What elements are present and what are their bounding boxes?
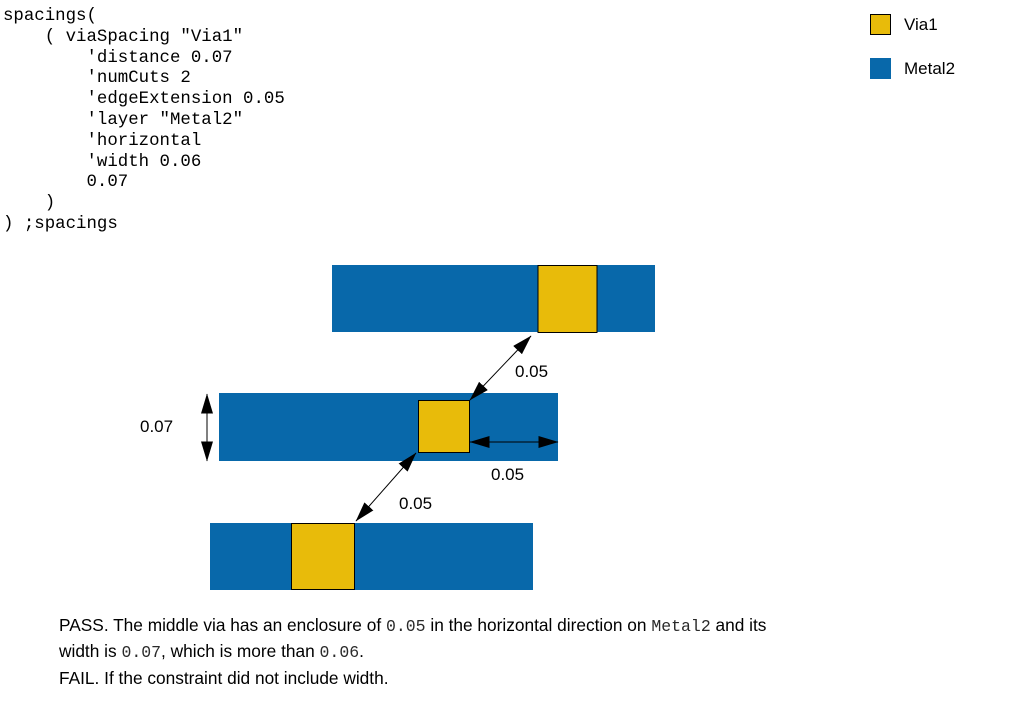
caption-code: Metal2 <box>651 617 711 636</box>
legend-item-via1: Via1 <box>870 14 938 35</box>
via1-cut-bottom <box>291 523 355 590</box>
spacing-label-top: 0.05 <box>515 362 548 381</box>
code-block: spacings( ( viaSpacing "Via1" 'distance … <box>3 7 285 236</box>
caption-text: . <box>359 641 364 662</box>
caption: PASS. The middle via has an enclosure of… <box>59 613 959 690</box>
caption-code: 0.07 <box>121 643 162 663</box>
via1-cut-top <box>537 265 598 333</box>
metal2-swatch <box>870 58 891 79</box>
code-line: 'width 0.06 <box>3 152 202 172</box>
code-line: 'horizontal <box>3 131 202 151</box>
caption-line: PASS. The middle via has an enclosure of… <box>59 613 959 639</box>
via1-cut-middle <box>418 400 470 453</box>
legend-label: Metal2 <box>904 58 956 78</box>
enclosure-label: 0.05 <box>491 465 524 484</box>
code-line: spacings( <box>3 7 97 26</box>
via1-swatch <box>870 14 891 35</box>
legend-item-metal2: Metal2 <box>870 58 955 79</box>
code-line: 'distance 0.07 <box>3 48 233 68</box>
caption-text: PASS. The middle via has an enclosure of <box>59 615 386 635</box>
metal2-wire-bottom <box>210 523 533 590</box>
caption-code: 0.06 <box>319 643 360 663</box>
code-line: 0.07 <box>3 173 129 193</box>
caption-code: 0.05 <box>385 617 426 636</box>
width-label: 0.07 <box>140 417 173 436</box>
legend-label: Via1 <box>904 14 938 34</box>
code-line: ) <box>3 194 56 214</box>
spacing-label-bottom: 0.05 <box>399 494 432 513</box>
code-line: 'numCuts 2 <box>3 69 191 89</box>
code-line: ) ;spacings <box>3 214 118 234</box>
caption-line: FAIL. If the constraint did not include … <box>59 667 389 688</box>
caption-line: width is 0.07, which is more than 0.06. <box>59 639 959 665</box>
spacing-arrow-top <box>469 335 532 401</box>
spacing-arrow-bottom <box>355 452 417 522</box>
caption-text: and its <box>710 615 767 635</box>
code-line: ( viaSpacing "Via1" <box>3 27 244 47</box>
code-line: 'layer "Metal2" <box>3 110 244 130</box>
code-line: 'edgeExtension 0.05 <box>3 90 285 110</box>
caption-text: , which is more than <box>161 641 320 662</box>
caption-text: in the horizontal direction on <box>425 615 652 635</box>
caption-text: width is <box>59 641 122 662</box>
metal2-wire-top <box>332 265 655 332</box>
metal2-wire-middle <box>219 393 558 461</box>
